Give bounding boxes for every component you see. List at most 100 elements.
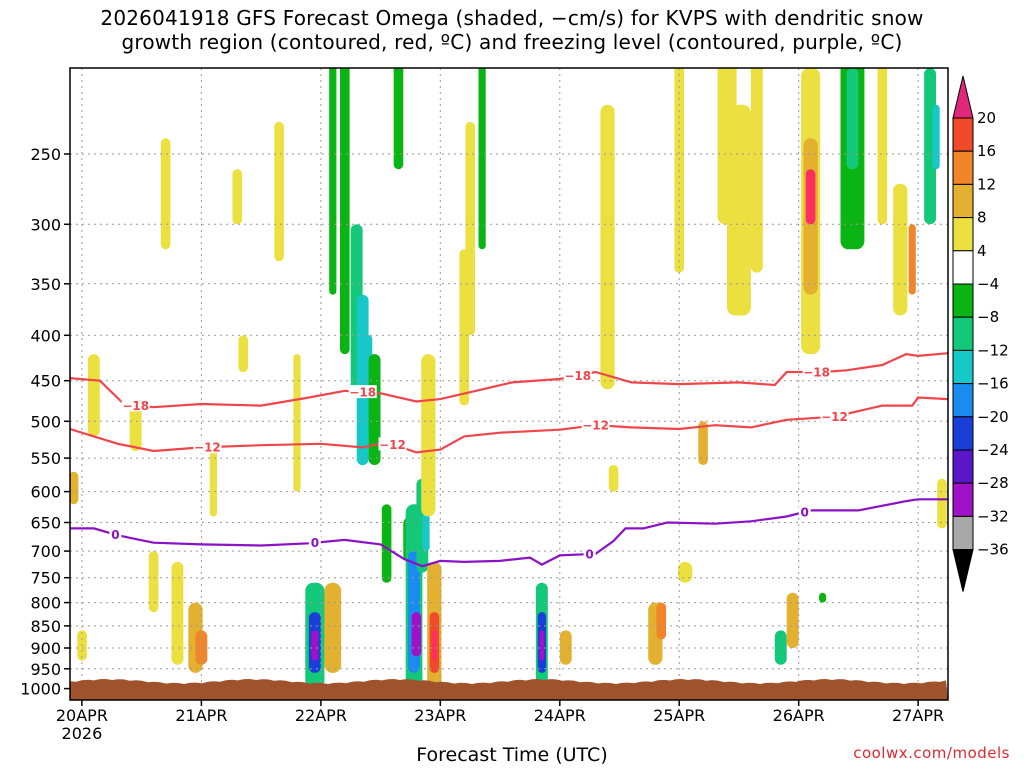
contour-label-bg: [820, 409, 849, 423]
chart-title: 2026041918 GFS Forecast Omega (shaded, −…: [0, 6, 1024, 54]
contour-label-bg: [581, 418, 610, 432]
contour-label: −12: [582, 419, 609, 433]
colorbar-swatch: [952, 150, 974, 185]
omega-cell: [324, 582, 342, 673]
colorbar-swatch: [952, 515, 974, 551]
omega-cell: [195, 630, 208, 665]
contour-label: −18: [564, 369, 591, 383]
omega-cell: [678, 561, 693, 583]
omega-shading: [70, 68, 947, 689]
x-tick-label: 26APR: [773, 706, 825, 725]
colorbar-label: 12: [977, 175, 996, 193]
y-tick-label: 750: [30, 569, 61, 588]
omega-cell: [209, 451, 217, 517]
x-axis-label: Forecast Time (UTC): [416, 744, 608, 766]
omega-cell: [148, 551, 159, 613]
colorbar-swatch: [952, 250, 974, 285]
ground-terrain: [70, 679, 948, 700]
omega-cell: [608, 465, 619, 492]
colorbar-label: −12: [977, 341, 1009, 359]
y-tick-label: 400: [30, 326, 61, 345]
chart-title-line1: 2026041918 GFS Forecast Omega (shaded, −…: [100, 6, 924, 30]
omega-cell: [411, 612, 422, 657]
contour-label: −12: [379, 438, 406, 452]
omega-cell: [600, 104, 615, 390]
contour-label: 0: [585, 548, 593, 562]
x-tick-label: 23APR: [414, 706, 466, 725]
omega-cell: [238, 335, 248, 373]
contour-label-bg: [798, 505, 811, 518]
colorbar-swatch: [952, 349, 974, 385]
omega-cell: [432, 630, 437, 661]
colorbar-label: −4: [977, 275, 999, 293]
colorbar-label: −8: [977, 308, 999, 326]
contour-label: −18: [803, 366, 830, 380]
colorbar-swatch: [952, 183, 974, 219]
omega-cell: [846, 68, 859, 170]
colorbar-label: −20: [977, 408, 1009, 426]
omega-cell: [559, 630, 572, 665]
y-tick-label: 350: [30, 275, 61, 294]
omega-cell: [774, 630, 787, 665]
omega-cell: [87, 354, 100, 437]
contour-label: 0: [111, 528, 119, 542]
plot-frame: [69, 67, 949, 701]
colorbar-swatch: [952, 449, 974, 484]
colorbar-label: −16: [977, 375, 1009, 393]
x-tick-sublabel: 2026: [62, 724, 103, 743]
y-tick-label: 550: [30, 449, 61, 468]
colorbar: 20 16 12 8 4 −4 −8 −12 −16 −20 −24 −28 −32 −36: [952, 75, 1009, 592]
colorbar-label: 8: [977, 209, 987, 227]
y-tick-label: 300: [30, 215, 61, 234]
contour-line: [70, 352, 948, 409]
y-tick-label: 500: [30, 412, 61, 431]
contour-label-bg: [121, 398, 150, 412]
colorbar-swatch: [952, 482, 974, 517]
x-tick-label: 21APR: [175, 706, 227, 725]
omega-cell: [674, 68, 684, 273]
ground-fill: [70, 679, 948, 700]
omega-cell: [750, 68, 763, 273]
contour-label-bg: [348, 385, 377, 399]
omega-cell: [340, 68, 350, 355]
omega-cell: [786, 592, 799, 648]
y-tick-label: 800: [30, 594, 61, 613]
omega-cell: [368, 354, 381, 465]
omega-cell: [656, 602, 667, 640]
omega-cell: [381, 504, 392, 583]
x-tick-label: 24APR: [534, 706, 586, 725]
contour-label-bg: [109, 527, 122, 541]
x-tick-label: 25APR: [653, 706, 705, 725]
colorbar-label: −36: [977, 541, 1009, 559]
colorbar-label: −24: [977, 441, 1009, 459]
contour-label-bg: [563, 368, 592, 382]
omega-cell: [393, 68, 404, 170]
omega-cell: [932, 104, 940, 170]
contour-label-bg: [308, 535, 321, 549]
omega-cell: [232, 169, 243, 225]
contour-line: [70, 498, 948, 568]
colorbar-swatch: [952, 316, 974, 351]
omega-cell: [893, 183, 908, 316]
credit-link[interactable]: coolwx.com/models: [853, 744, 1010, 762]
omega-cell: [129, 405, 142, 451]
contour-label-bg: [583, 547, 596, 561]
contour-label-bg: [193, 440, 222, 454]
omega-cell: [70, 471, 79, 505]
colorbar-label: −32: [977, 507, 1009, 525]
chart-title-line2: growth region (contoured, red, ºC) and f…: [121, 30, 903, 54]
colorbar-top-arrow: [952, 75, 974, 119]
omega-cell: [937, 478, 947, 529]
y-tick-label: 600: [30, 483, 61, 502]
omega-cell: [421, 354, 436, 517]
y-tick-label: 1000: [20, 680, 61, 699]
omega-cell: [478, 68, 486, 250]
colorbar-label: 20: [977, 109, 996, 127]
contour-label: −18: [349, 386, 376, 400]
colorbar-label: 16: [977, 142, 996, 160]
omega-cell: [465, 121, 475, 336]
colorbar-swatch: [952, 416, 974, 451]
omega-cell: [311, 630, 319, 661]
